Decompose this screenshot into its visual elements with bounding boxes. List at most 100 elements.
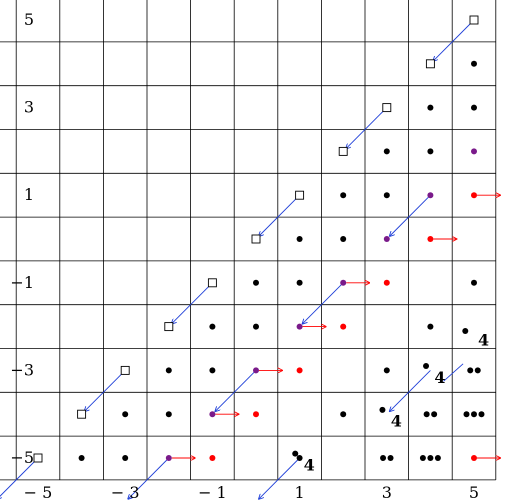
square-marker (33, 453, 43, 463)
red-dot (427, 236, 434, 242)
blue-arrow (0, 457, 39, 499)
black-dot (165, 367, 172, 374)
black-dot (463, 411, 470, 418)
square-marker (338, 146, 348, 156)
square-marker (164, 322, 174, 332)
square-marker (382, 103, 392, 113)
black-dot (340, 192, 347, 199)
black-dot (462, 327, 469, 334)
blue-arrow (128, 457, 170, 499)
blue-arrow (215, 370, 257, 411)
red-dot (471, 455, 477, 461)
purple-dot (165, 455, 172, 461)
blue-arrow (85, 370, 126, 411)
y-tick-label: −5 (10, 448, 34, 467)
black-dot (296, 455, 303, 461)
red-dot (383, 279, 390, 286)
red-dot (340, 323, 347, 330)
purple-dot (209, 411, 216, 418)
black-dot (292, 450, 299, 457)
black-dot (478, 411, 485, 418)
black-dot (296, 279, 303, 286)
black-dot (253, 279, 259, 286)
x-tick-label: − 1 (198, 483, 227, 502)
black-dot (253, 323, 259, 330)
blue-arrow (433, 19, 475, 61)
black-dot (471, 279, 477, 286)
black-dot (434, 455, 441, 461)
black-dot (419, 455, 426, 461)
grid (0, 0, 497, 481)
black-dot (471, 104, 477, 111)
black-dot (383, 192, 390, 199)
multiplicity-label: 4 (478, 331, 489, 350)
black-dot (78, 455, 85, 461)
purple-dot (340, 279, 347, 286)
tick-labels: − 5 − 3 − 1 1 3 5 5 3 1 −1 −3 −5 (10, 10, 479, 502)
red-dot (209, 455, 216, 461)
blue-arrow (259, 194, 300, 236)
black-dot (340, 411, 347, 418)
square-marker (295, 190, 305, 200)
black-dot (165, 411, 172, 418)
black-dot (423, 363, 430, 370)
black-dot (427, 323, 434, 330)
black-dot (209, 367, 216, 374)
x-tick-label: 1 (295, 483, 305, 502)
multiplicity-label: 4 (304, 455, 315, 474)
multiplicity-label: 4 (434, 368, 445, 387)
square-marker (469, 15, 479, 25)
x-tick-label: − 5 (24, 483, 53, 502)
purple-dot (253, 367, 259, 374)
arrows (0, 19, 500, 499)
marks: 4 4 4 4 (33, 15, 489, 474)
black-dot (296, 236, 303, 242)
black-dot (383, 367, 390, 374)
square-marker (425, 59, 435, 69)
blue-arrow (172, 282, 213, 324)
square-marker (77, 409, 87, 419)
purple-dot (471, 148, 477, 155)
blue-arrow (390, 370, 431, 411)
y-tick-label: −3 (10, 360, 34, 379)
black-dot (423, 411, 430, 418)
black-dot (427, 455, 434, 461)
y-tick-label: 3 (24, 98, 34, 117)
purple-dot (427, 192, 434, 199)
square-marker (207, 278, 217, 288)
black-dot (387, 455, 394, 461)
black-dot (467, 367, 474, 374)
black-dot (379, 406, 386, 413)
x-tick-label: − 3 (111, 483, 140, 502)
black-dot (427, 148, 434, 155)
y-tick-label: 5 (24, 10, 34, 29)
black-dot (427, 104, 434, 111)
black-dot (471, 60, 477, 67)
red-dot (471, 192, 477, 199)
purple-dot (296, 323, 303, 330)
red-dot (253, 411, 259, 418)
x-tick-label: 5 (469, 483, 479, 502)
blue-arrow (259, 457, 300, 499)
blue-arrow (303, 282, 344, 324)
blue-arrow (346, 107, 388, 149)
black-dot (209, 323, 216, 330)
black-dot (380, 455, 387, 461)
square-marker (251, 234, 261, 244)
black-dot (431, 411, 438, 418)
purple-dot (383, 236, 390, 242)
blue-arrow (443, 363, 464, 382)
black-dot (474, 367, 481, 374)
multiplicity-label: 4 (391, 412, 402, 431)
black-dot (340, 236, 347, 242)
black-dot (383, 148, 390, 155)
square-marker (120, 365, 130, 375)
black-dot (122, 455, 129, 461)
y-tick-label: −1 (10, 273, 34, 292)
x-tick-label: 3 (382, 483, 392, 502)
y-tick-label: 1 (24, 185, 34, 204)
black-dot (122, 411, 129, 418)
red-dot (296, 367, 303, 374)
black-dot (471, 411, 477, 418)
